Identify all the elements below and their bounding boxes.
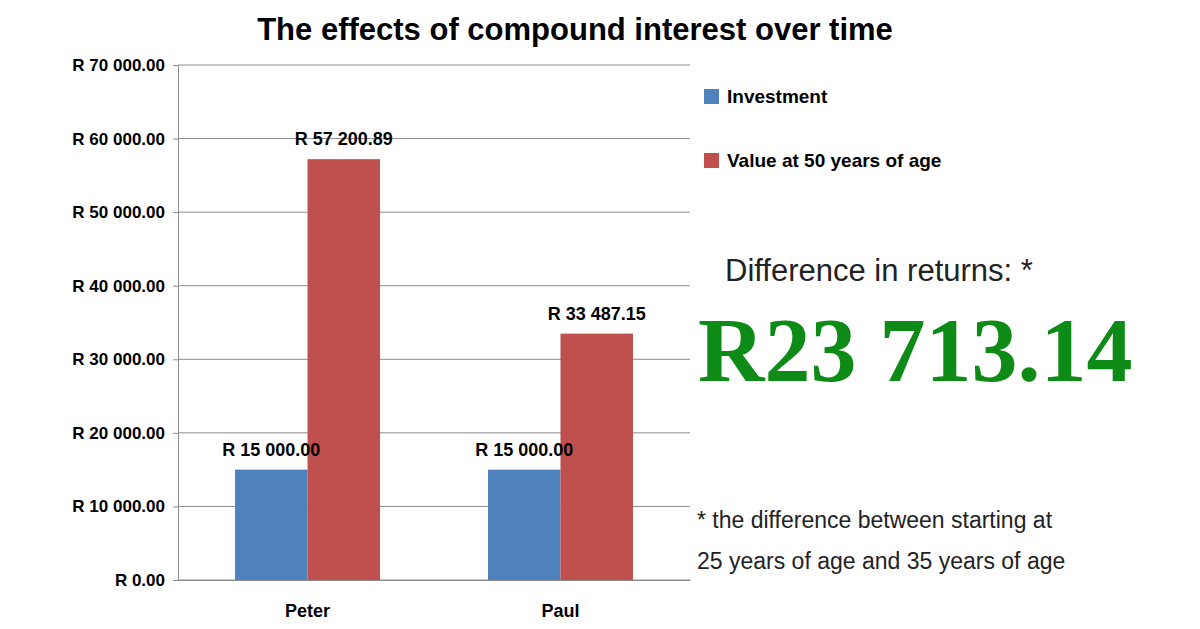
y-tick: R 30 000.00 <box>72 350 178 369</box>
annotations: Difference in returns: * R23 713.14 * the … <box>697 253 1132 574</box>
y-tick-label: R 0.00 <box>115 571 165 590</box>
grid-line <box>178 65 690 66</box>
grid-line <box>178 138 690 139</box>
x-axis-line <box>179 580 691 581</box>
y-tick-label: R 50 000.00 <box>72 203 165 222</box>
y-tick-mark <box>173 580 178 581</box>
data-label: R 57 200.89 <box>295 129 393 149</box>
bar <box>308 159 380 580</box>
annotation: 25 years of age and 35 years of age <box>697 548 1065 574</box>
y-tick: R 60 000.00 <box>72 130 178 149</box>
y-tick-mark <box>173 433 178 434</box>
legend-label: Value at 50 years of age <box>727 150 941 171</box>
data-label: R 15 000.00 <box>475 440 573 460</box>
grid-line <box>178 212 690 213</box>
y-tick-label: R 70 000.00 <box>72 56 165 75</box>
annotation: Difference in returns: * <box>725 253 1033 288</box>
y-tick-label: R 30 000.00 <box>72 350 165 369</box>
y-tick-label: R 60 000.00 <box>72 130 165 149</box>
y-tick-mark <box>173 139 178 140</box>
legend-swatch <box>704 89 719 104</box>
legend-label: Investment <box>727 86 828 107</box>
grid-line <box>178 285 690 286</box>
y-tick: R 50 000.00 <box>72 203 178 222</box>
x-axis: Peter Paul <box>179 581 691 621</box>
y-tick-mark <box>173 286 178 287</box>
y-tick: R 20 000.00 <box>72 424 178 443</box>
y-axis-line <box>178 66 179 581</box>
y-axis: R 0.00 R 10 000.00 R 20 000.00 R 30 000.00 R… <box>72 56 178 590</box>
data-label: R 33 487.15 <box>548 304 646 324</box>
annotation: R23 713.14 <box>698 299 1132 401</box>
y-tick-label: R 10 000.00 <box>72 497 165 516</box>
y-tick-mark <box>173 65 178 66</box>
y-tick: R 70 000.00 <box>72 56 178 75</box>
y-tick: R 40 000.00 <box>72 277 178 296</box>
y-tick-label: R 40 000.00 <box>72 277 165 296</box>
y-tick: R 10 000.00 <box>72 497 178 516</box>
legend: Investment Value at 50 years of age <box>704 86 941 171</box>
x-tick: Paul <box>541 601 579 621</box>
y-tick-mark <box>173 359 178 360</box>
y-tick-mark <box>173 212 178 213</box>
x-tick-label: Paul <box>541 601 579 621</box>
bar <box>488 470 560 580</box>
grid <box>178 65 690 580</box>
title: The effects of compound interest over ti… <box>257 12 893 47</box>
chart: The effects of compound interest over ti… <box>0 0 1200 629</box>
y-tick-label: R 20 000.00 <box>72 424 165 443</box>
y-tick-mark <box>173 506 178 507</box>
legend-swatch <box>704 153 719 168</box>
bar <box>235 470 307 580</box>
annotation: * the difference between starting at <box>697 507 1053 533</box>
data-label: R 15 000.00 <box>222 440 320 460</box>
x-tick: Peter <box>285 601 330 621</box>
bars <box>235 159 633 580</box>
y-tick: R 0.00 <box>115 571 178 590</box>
x-tick-label: Peter <box>285 601 330 621</box>
data-labels: R 15 000.00 R 15 000.00 R 57 200.89 R 33 48… <box>222 129 646 459</box>
